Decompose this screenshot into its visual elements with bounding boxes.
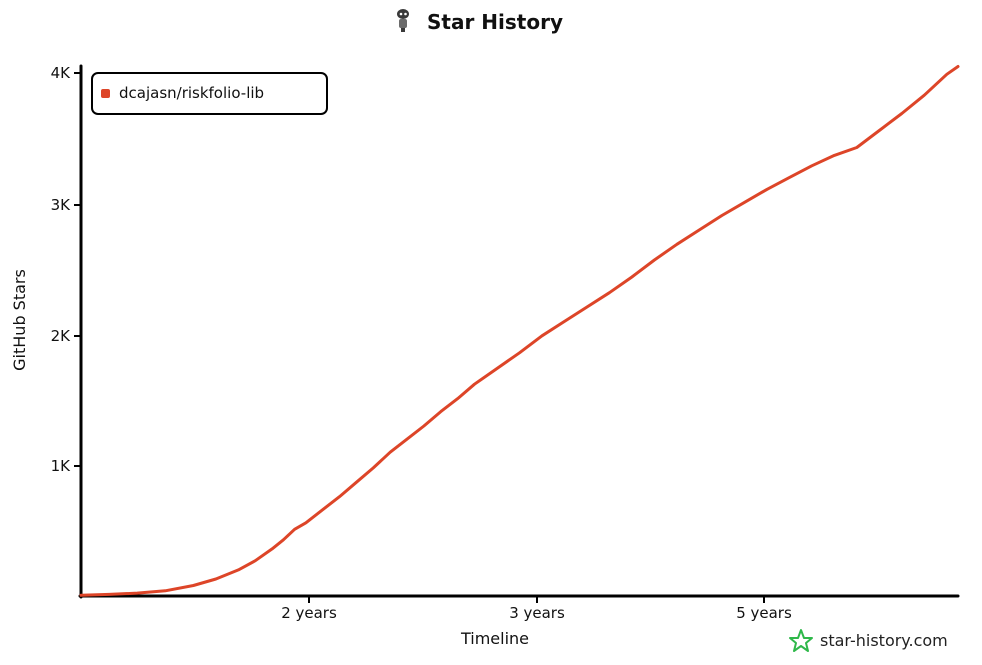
y-tick-label: 3K (51, 196, 72, 214)
x-tick-label: 3 years (509, 604, 565, 622)
x-tick-label: 2 years (281, 604, 337, 622)
watermark[interactable]: star-history.com (789, 629, 948, 652)
legend-swatch (101, 89, 110, 98)
y-ticks: 1K 2K 3K 4K (51, 64, 81, 475)
mascot-icon (397, 9, 409, 32)
y-tick-label: 1K (51, 457, 72, 475)
series-line-riskfolio-lib (79, 65, 960, 597)
y-tick-label: 4K (51, 64, 72, 82)
y-tick-label: 2K (51, 327, 72, 345)
watermark-text[interactable]: star-history.com (820, 631, 948, 650)
x-axis-title: Timeline (460, 629, 529, 648)
chart-title: Star History (427, 10, 563, 34)
x-tick-label: 5 years (736, 604, 792, 622)
legend-label: dcajasn/riskfolio-lib (119, 84, 264, 102)
legend: dcajasn/riskfolio-lib (91, 72, 328, 115)
star-icon (789, 629, 813, 652)
title-group: Star History (397, 9, 563, 34)
y-axis-title: GitHub Stars (10, 269, 29, 371)
legend-box (91, 72, 328, 115)
x-ticks: 2 years 3 years 5 years (281, 596, 792, 622)
